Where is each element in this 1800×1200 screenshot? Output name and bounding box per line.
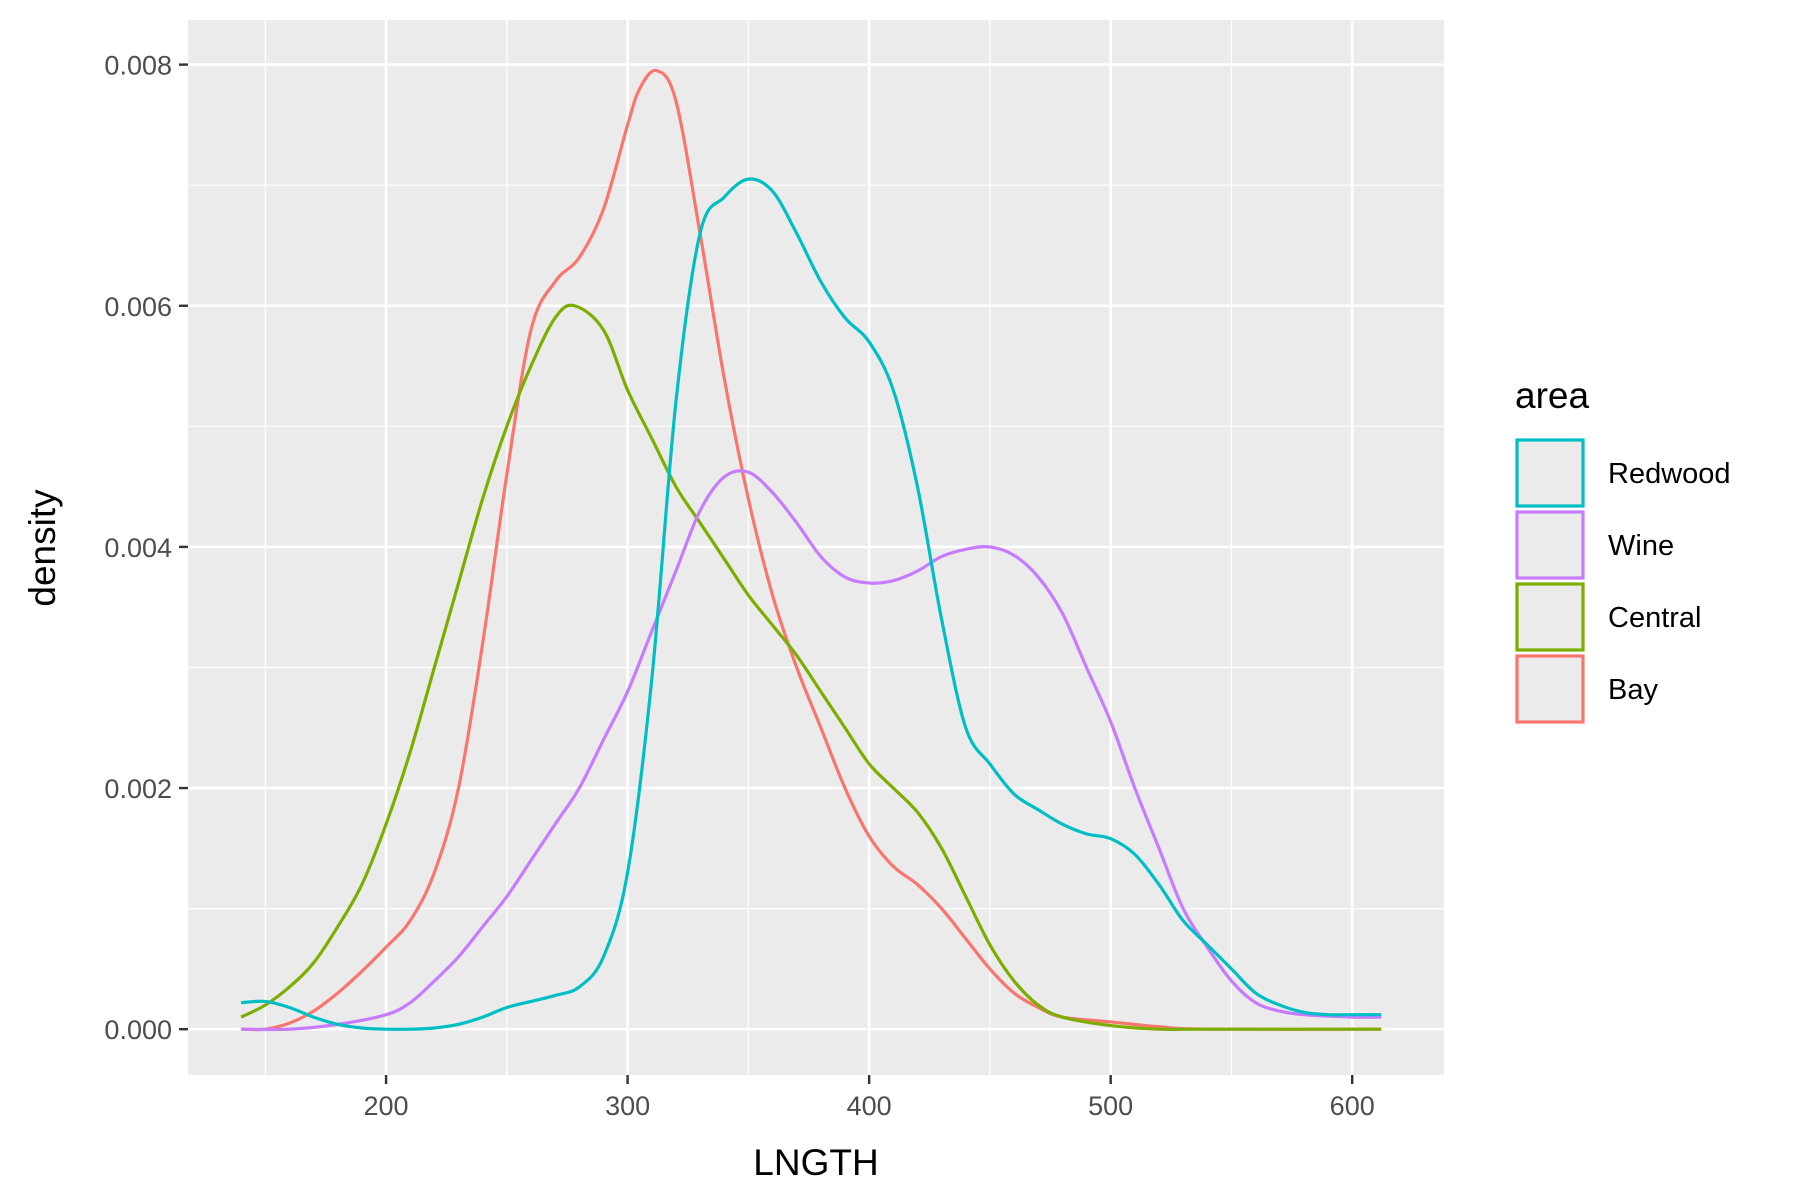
y-tick-label: 0.006 [104,292,172,322]
y-tick-labels: 0.000 0.002 0.004 0.006 0.008 [104,51,172,1046]
x-tick-label: 600 [1330,1091,1375,1121]
legend-items: Redwood Wine Central Bay [1515,438,1731,724]
legend-label-central: Central [1608,602,1702,634]
legend-title: area [1515,375,1589,416]
x-tick-label: 300 [605,1091,650,1121]
series-line-redwood [241,177,1382,1031]
y-tick-label: 0.008 [104,51,172,81]
y-tick-label: 0.004 [104,533,172,563]
series-line-bay [241,68,1382,1032]
y-tick-label: 0.000 [104,1015,172,1045]
legend-label-redwood: Redwood [1608,458,1731,490]
legend-label-wine: Wine [1608,530,1674,562]
x-tick-label: 200 [364,1091,409,1121]
y-axis-title: density [22,489,63,607]
legend-key-central [1515,582,1585,652]
legend-label-bay: Bay [1608,674,1658,706]
y-tick-label: 0.002 [104,774,172,804]
series-line-wine [241,469,1382,1032]
series-line-central [240,303,1382,1032]
x-tick-label: 400 [847,1091,892,1121]
legend-key-wine [1515,510,1585,580]
legend-key-redwood [1515,438,1585,508]
series-lines [240,68,1382,1032]
legend: area Redwood Wine Central Bay [1515,375,1731,724]
x-tick-label: 500 [1088,1091,1133,1121]
axis-ticks [179,63,1354,1084]
x-axis-title: LNGTH [753,1142,878,1183]
x-tick-labels: 200 300 400 500 600 [364,1091,1375,1121]
legend-key-bay [1515,654,1585,724]
